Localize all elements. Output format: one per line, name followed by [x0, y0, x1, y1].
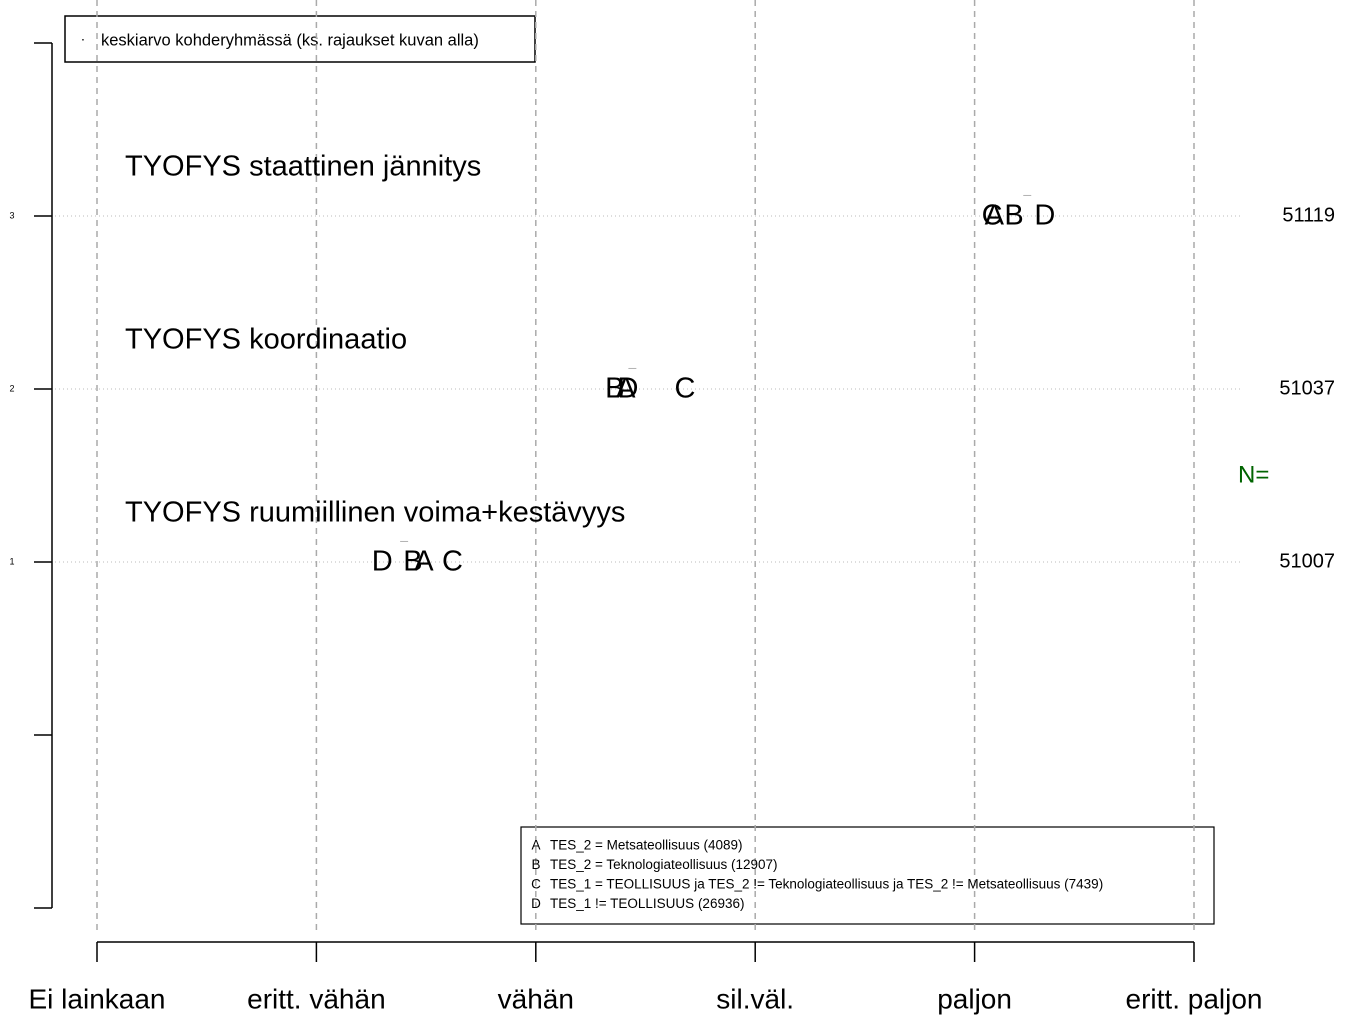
point-letter: B	[403, 546, 422, 578]
key-letter: A	[531, 838, 540, 853]
x-tick-label: eritt. vähän	[247, 983, 386, 1014]
point-letter: A	[616, 373, 636, 405]
n-title: N=	[1238, 461, 1269, 488]
x-tick-label: Ei lainkaan	[29, 983, 166, 1014]
point-letter: A	[414, 546, 434, 578]
y-tick-label: 3	[9, 210, 14, 220]
x-tick-label: vähän	[498, 983, 574, 1014]
key-text: TES_2 = Teknologiateollisuus (12907)	[550, 857, 778, 872]
row-label: TYOFYS koordinaatio	[125, 324, 407, 356]
key-text: TES_1 = TEOLLISUUS ja TES_2 != Teknologi…	[550, 877, 1103, 892]
point-letter: C	[442, 546, 463, 578]
key-letter: C	[531, 877, 541, 892]
key-text: TES_2 = Metsateollisuus (4089)	[550, 838, 742, 853]
key-box	[520, 826, 1215, 925]
point-letter: B	[605, 373, 624, 405]
n-label: 51119	[1282, 204, 1335, 226]
x-tick-label: paljon	[937, 983, 1012, 1014]
point-letter: C	[675, 373, 696, 405]
key-letter: D	[531, 896, 541, 911]
x-tick-label: eritt. paljon	[1126, 983, 1263, 1014]
point-letter: D	[372, 546, 393, 578]
row-label: TYOFYS staattinen jännitys	[125, 151, 481, 183]
legend-box	[64, 15, 536, 63]
point-letter: D	[617, 373, 638, 405]
point-letter: A	[985, 200, 1005, 232]
mean-marker: ¯	[1022, 193, 1031, 209]
point-letter: C	[982, 200, 1003, 232]
legend-text: keskiarvo kohderyhmässä (ks. rajaukset k…	[101, 31, 479, 49]
point-letter: D	[1034, 200, 1055, 232]
legend-symbol: ·	[81, 31, 86, 47]
mean-marker: ¯	[399, 539, 408, 555]
key-letter: B	[531, 857, 540, 872]
row-label: TYOFYS ruumiillinen voima+kestävyys	[125, 497, 625, 529]
x-tick-label: sil.väl.	[716, 983, 794, 1014]
n-label: 51007	[1279, 550, 1335, 572]
y-tick-label: 2	[9, 383, 14, 393]
n-label: 51037	[1279, 377, 1335, 399]
y-tick-label: 1	[9, 556, 14, 566]
key-text: TES_1 != TEOLLISUUS (26936)	[550, 896, 744, 911]
mean-marker: ¯	[627, 366, 636, 382]
point-letter: B	[1004, 200, 1023, 232]
